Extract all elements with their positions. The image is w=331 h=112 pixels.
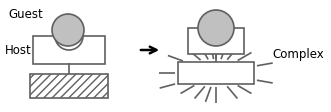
Bar (188, 29, 244, 55)
Bar (30, 74, 108, 98)
Text: Complex: Complex (272, 48, 324, 61)
Circle shape (52, 15, 84, 47)
Polygon shape (33, 37, 105, 64)
Text: Guest: Guest (8, 8, 43, 21)
Bar (178, 62, 254, 84)
Text: Host: Host (5, 44, 32, 57)
Circle shape (198, 11, 234, 47)
